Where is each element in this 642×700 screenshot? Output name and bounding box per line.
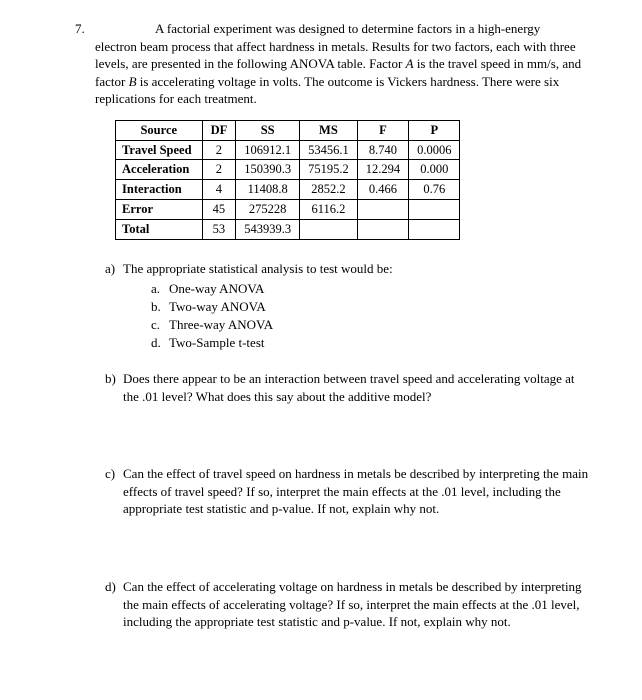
header-ms: MS	[300, 120, 358, 140]
cell: Error	[116, 200, 203, 220]
part-d: d) Can the effect of accelerating voltag…	[105, 578, 592, 631]
cell: 11408.8	[236, 180, 300, 200]
cell: 45	[202, 200, 236, 220]
part-b: b) Does there appear to be an interactio…	[105, 370, 592, 405]
part-a-label: a)	[105, 260, 115, 278]
table-row: Acceleration 2 150390.3 75195.2 12.294 0…	[116, 160, 460, 180]
cell: 543939.3	[236, 220, 300, 240]
question-parts: a) The appropriate statistical analysis …	[105, 260, 592, 631]
part-c: c) Can the effect of travel speed on har…	[105, 465, 592, 518]
option-d-label: d.	[151, 334, 161, 352]
cell: 8.740	[357, 140, 408, 160]
cell: 12.294	[357, 160, 408, 180]
intro-paragraph: A factorial experiment was designed to d…	[95, 20, 592, 108]
header-df: DF	[202, 120, 236, 140]
part-b-label: b)	[105, 370, 116, 388]
part-b-text: Does there appear to be an interaction b…	[123, 371, 575, 404]
intro-text-cont: electron beam process that affect hardne…	[95, 38, 592, 108]
option-d: d. Two-Sample t-test	[151, 334, 592, 352]
table-row: Travel Speed 2 106912.1 53456.1 8.740 0.…	[116, 140, 460, 160]
option-d-text: Two-Sample t-test	[169, 335, 265, 350]
cell: Total	[116, 220, 203, 240]
cell	[409, 220, 460, 240]
question-number: 7.	[75, 20, 85, 38]
cell	[409, 200, 460, 220]
cell: 6116.2	[300, 200, 358, 220]
cell: 53	[202, 220, 236, 240]
part-a: a) The appropriate statistical analysis …	[105, 260, 592, 352]
intro-text: A factorial experiment was designed to d…	[95, 20, 592, 38]
cell: 0.76	[409, 180, 460, 200]
cell	[300, 220, 358, 240]
cell: 0.000	[409, 160, 460, 180]
header-f: F	[357, 120, 408, 140]
cell: 0.466	[357, 180, 408, 200]
header-p: P	[409, 120, 460, 140]
part-c-text: Can the effect of travel speed on hardne…	[123, 466, 588, 516]
cell: Interaction	[116, 180, 203, 200]
cell: 75195.2	[300, 160, 358, 180]
option-b: b. Two-way ANOVA	[151, 298, 592, 316]
cell: 53456.1	[300, 140, 358, 160]
part-a-options: a. One-way ANOVA b. Two-way ANOVA c. Thr…	[151, 280, 592, 353]
cell: 275228	[236, 200, 300, 220]
part-d-label: d)	[105, 578, 116, 596]
cell: Travel Speed	[116, 140, 203, 160]
table-header-row: Source DF SS MS F P	[116, 120, 460, 140]
cell	[357, 220, 408, 240]
cell: 0.0006	[409, 140, 460, 160]
part-c-label: c)	[105, 465, 115, 483]
part-d-text: Can the effect of accelerating voltage o…	[123, 579, 582, 629]
part-a-text: The appropriate statistical analysis to …	[123, 261, 393, 276]
option-c-text: Three-way ANOVA	[169, 317, 273, 332]
option-a: a. One-way ANOVA	[151, 280, 592, 298]
cell: 106912.1	[236, 140, 300, 160]
option-c-label: c.	[151, 316, 160, 334]
table-row: Error 45 275228 6116.2	[116, 200, 460, 220]
option-c: c. Three-way ANOVA	[151, 316, 592, 334]
cell: 2852.2	[300, 180, 358, 200]
anova-table: Source DF SS MS F P Travel Speed 2 10691…	[115, 120, 460, 240]
table-row: Interaction 4 11408.8 2852.2 0.466 0.76	[116, 180, 460, 200]
option-b-text: Two-way ANOVA	[169, 299, 266, 314]
table-row: Total 53 543939.3	[116, 220, 460, 240]
header-ss: SS	[236, 120, 300, 140]
cell: 150390.3	[236, 160, 300, 180]
header-source: Source	[116, 120, 203, 140]
option-b-label: b.	[151, 298, 161, 316]
cell	[357, 200, 408, 220]
cell: Acceleration	[116, 160, 203, 180]
cell: 4	[202, 180, 236, 200]
option-a-label: a.	[151, 280, 160, 298]
cell: 2	[202, 140, 236, 160]
cell: 2	[202, 160, 236, 180]
option-a-text: One-way ANOVA	[169, 281, 264, 296]
